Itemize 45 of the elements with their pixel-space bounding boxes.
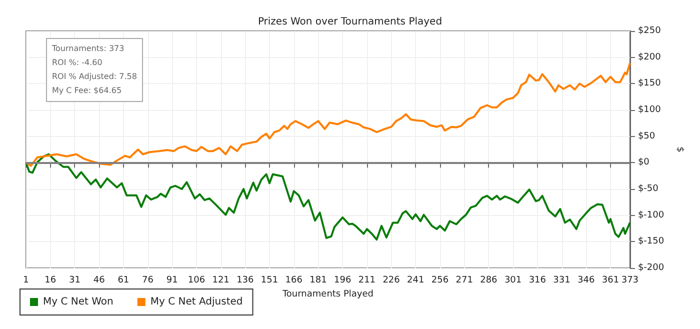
x-tick-label: 166 bbox=[285, 276, 303, 286]
y-tick-label: $-50 bbox=[638, 184, 659, 194]
x-tick-label: 226 bbox=[382, 276, 400, 286]
x-tick-label: 181 bbox=[310, 276, 327, 286]
x-tick-label: 46 bbox=[93, 276, 106, 286]
x-tick-label: 106 bbox=[188, 276, 206, 286]
y-tick-label: $-150 bbox=[638, 236, 664, 247]
x-tick-label: 211 bbox=[358, 276, 376, 286]
x-tick-label: 286 bbox=[480, 276, 498, 286]
x-tick-label: 121 bbox=[212, 276, 230, 286]
x-tick-label: 151 bbox=[260, 276, 278, 286]
y-tick-label: $100 bbox=[638, 105, 662, 115]
y-tick-label: $-200 bbox=[638, 263, 664, 273]
y-tick-label: $150 bbox=[638, 78, 662, 89]
y-tick-label: $-100 bbox=[638, 210, 664, 220]
y-tick-label: $250 bbox=[638, 26, 662, 36]
x-tick-label: 316 bbox=[528, 276, 546, 286]
y-tick-label: $200 bbox=[638, 52, 662, 62]
x-tick-label: 331 bbox=[553, 276, 570, 286]
x-tick-label: 301 bbox=[504, 276, 522, 286]
x-tick-label: 61 bbox=[118, 276, 130, 286]
chart-title: Prizes Won over Tournaments Played bbox=[258, 16, 442, 28]
y-tick-label: $0 bbox=[638, 158, 650, 168]
annotation: ROI %: -4.60 bbox=[52, 57, 104, 69]
x-tick-label: 76 bbox=[142, 276, 154, 286]
x-tick-label: 196 bbox=[334, 276, 352, 286]
annotation: Tournaments: 373 bbox=[52, 43, 126, 55]
y-axis-title: $ bbox=[674, 146, 684, 152]
annotation: ROI % Adjusted: 7.58 bbox=[52, 71, 137, 83]
x-tick-label: 31 bbox=[68, 276, 80, 286]
x-tick-label: 346 bbox=[578, 276, 595, 286]
x-tick-label: 241 bbox=[407, 276, 424, 286]
x-tick-label: 1 bbox=[23, 276, 29, 286]
x-tick-label: 91 bbox=[166, 276, 178, 286]
legend-label: My C Net Won bbox=[43, 296, 114, 308]
x-tick-label: 16 bbox=[44, 276, 56, 286]
y-tick-label: $50 bbox=[638, 131, 656, 142]
x-tick-label: 136 bbox=[236, 276, 254, 286]
x-tick-label: 361 bbox=[602, 276, 620, 286]
x-tick-label: 373 bbox=[621, 276, 639, 286]
x-axis-title: Tournaments Played bbox=[281, 289, 374, 300]
annotation: My C Fee: $64.65 bbox=[52, 85, 123, 97]
x-tick-label: 256 bbox=[431, 276, 449, 286]
x-tick-label: 271 bbox=[456, 276, 473, 286]
legend-label: My C Net Adjusted bbox=[150, 296, 243, 308]
